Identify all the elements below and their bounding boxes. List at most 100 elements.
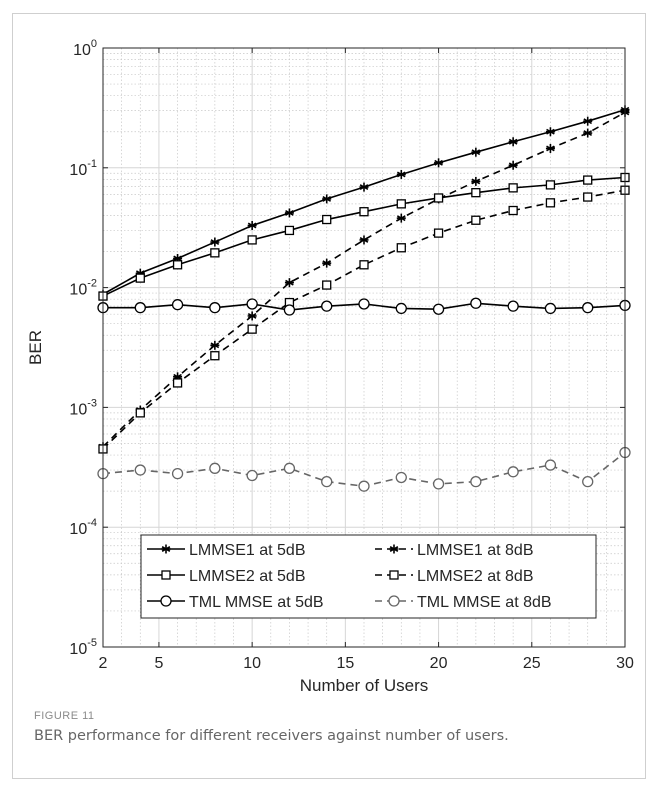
data-point: [359, 182, 369, 192]
data-point: [247, 324, 257, 334]
data-point: [173, 253, 183, 263]
data-point: [210, 340, 220, 350]
data-point: [396, 213, 406, 223]
data-point: [582, 476, 594, 488]
legend-entry: LMMSE1 at 8dB: [375, 542, 534, 559]
data-point: [171, 299, 184, 311]
y-tick-label: 100: [73, 38, 97, 59]
series-6: [97, 446, 631, 492]
x-axis-label: Number of Users: [300, 676, 428, 695]
data-point: [171, 467, 184, 480]
data-point: [322, 280, 332, 290]
data-point: [433, 193, 444, 203]
data-point: [507, 466, 519, 478]
data-point: [359, 207, 369, 217]
data-point: [283, 304, 296, 316]
data-point: [544, 302, 557, 315]
data-point: [246, 469, 258, 482]
legend-label: LMMSE1 at 5dB: [189, 542, 306, 559]
data-point: [359, 235, 369, 245]
data-point: [471, 176, 481, 186]
data-point: [283, 462, 296, 474]
legend-label: LMMSE2 at 5dB: [189, 568, 306, 585]
data-point: [322, 214, 332, 225]
data-point: [209, 462, 221, 474]
data-point: [321, 300, 333, 312]
data-point: [545, 198, 556, 208]
data-point: [583, 128, 593, 138]
legend-box: [140, 534, 597, 619]
data-point: [583, 116, 593, 126]
data-point: [209, 302, 221, 314]
legend-entry: TML MMSE at 5dB: [147, 594, 324, 611]
data-point: [471, 188, 481, 198]
data-point: [508, 160, 518, 170]
data-point: [247, 220, 257, 230]
data-point: [284, 208, 294, 218]
legend-label: LMMSE1 at 8dB: [417, 542, 534, 559]
data-point: [470, 297, 482, 309]
data-point: [210, 248, 220, 258]
data-point: [395, 302, 407, 315]
legend-swatch-marker: [161, 544, 171, 554]
data-point: [396, 199, 406, 209]
data-point: [135, 273, 145, 283]
legend-label: TML MMSE at 8dB: [417, 594, 552, 611]
legend-label: LMMSE2 at 8dB: [417, 568, 534, 585]
y-tick-label: 10-5: [69, 637, 97, 658]
y-tick-label: 10-4: [69, 517, 97, 538]
data-point: [247, 235, 257, 245]
data-point: [544, 459, 557, 471]
data-point: [507, 300, 519, 312]
data-point: [508, 137, 518, 147]
x-tick-label: 2: [99, 655, 108, 672]
data-point: [395, 471, 407, 484]
data-point: [358, 480, 370, 492]
x-tick-label: 15: [336, 655, 354, 672]
legend: LMMSE1 at 5dB LMMSE2 at 5dB TML MMSE at 5d…: [140, 534, 597, 619]
data-point: [172, 260, 183, 270]
legend-swatch-marker: [160, 595, 172, 607]
series-line: [102, 189, 626, 450]
data-point: [322, 258, 332, 268]
data-point: [432, 303, 445, 315]
data-point: [433, 228, 444, 238]
data-point: [545, 127, 555, 137]
y-tick-labels: 10-5 10-4 10-3 10-2 10-1 100: [69, 38, 97, 658]
data-point: [582, 302, 594, 314]
x-tick-label: 5: [154, 655, 163, 672]
data-point: [396, 169, 406, 179]
data-point: [284, 278, 294, 288]
data-point: [545, 180, 556, 190]
data-point: [322, 194, 332, 204]
data-point: [545, 143, 555, 153]
legend-entry: LMMSE2 at 8dB: [375, 568, 534, 585]
data-point: [471, 147, 481, 157]
data-point: [359, 260, 369, 270]
legend-label: TML MMSE at 5dB: [189, 594, 324, 611]
x-tick-label: 25: [523, 655, 541, 672]
data-point: [470, 476, 482, 488]
y-tick-label: 10-3: [69, 397, 97, 418]
data-point: [321, 476, 333, 488]
figure-label: FIGURE 11: [34, 710, 95, 722]
x-tick-label: 20: [430, 655, 448, 672]
legend-entry: LMMSE2 at 5dB: [147, 568, 306, 585]
series-4: [98, 185, 630, 454]
data-point: [134, 302, 146, 314]
x-tick-labels: 2 5 10 15 20 25 30: [99, 655, 634, 672]
data-point: [172, 378, 183, 388]
series-5: [97, 297, 631, 316]
data-point: [432, 478, 445, 490]
data-point: [396, 243, 406, 253]
data-point: [583, 175, 593, 185]
legend-swatch-marker: [389, 570, 399, 580]
y-tick-label: 10-2: [69, 278, 97, 299]
data-point: [134, 464, 146, 476]
data-point: [583, 192, 593, 202]
data-point: [358, 298, 370, 310]
data-point: [247, 311, 257, 321]
data-point: [210, 351, 220, 361]
axis-ticks: [102, 47, 626, 648]
